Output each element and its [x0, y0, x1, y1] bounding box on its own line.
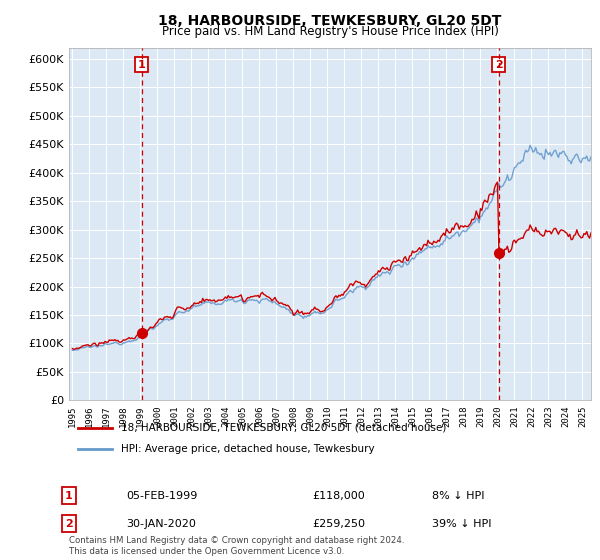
Text: Price paid vs. HM Land Registry's House Price Index (HPI): Price paid vs. HM Land Registry's House … — [161, 25, 499, 38]
Text: 2: 2 — [65, 519, 73, 529]
Text: 30-JAN-2020: 30-JAN-2020 — [126, 519, 196, 529]
Text: 1: 1 — [65, 491, 73, 501]
Text: 8% ↓ HPI: 8% ↓ HPI — [432, 491, 485, 501]
Text: £118,000: £118,000 — [312, 491, 365, 501]
Text: 39% ↓ HPI: 39% ↓ HPI — [432, 519, 491, 529]
Text: Contains HM Land Registry data © Crown copyright and database right 2024.
This d: Contains HM Land Registry data © Crown c… — [69, 536, 404, 556]
Text: 05-FEB-1999: 05-FEB-1999 — [126, 491, 197, 501]
Text: 1: 1 — [138, 60, 146, 69]
Text: 2: 2 — [495, 60, 503, 69]
Text: £259,250: £259,250 — [312, 519, 365, 529]
Text: 18, HARBOURSIDE, TEWKESBURY, GL20 5DT: 18, HARBOURSIDE, TEWKESBURY, GL20 5DT — [158, 14, 502, 28]
Text: HPI: Average price, detached house, Tewkesbury: HPI: Average price, detached house, Tewk… — [121, 444, 374, 454]
Text: 18, HARBOURSIDE, TEWKESBURY, GL20 5DT (detached house): 18, HARBOURSIDE, TEWKESBURY, GL20 5DT (d… — [121, 423, 446, 433]
